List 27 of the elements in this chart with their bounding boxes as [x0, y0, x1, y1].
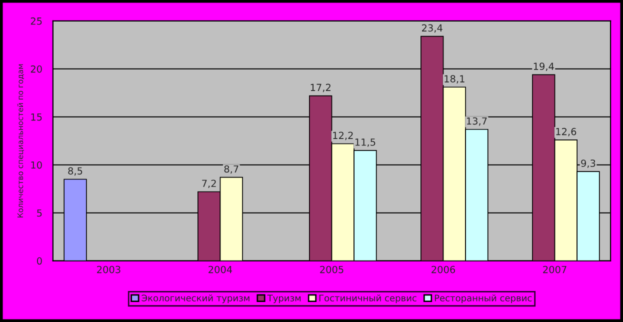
x-tick-label: 2007 [543, 266, 566, 274]
data-label: 18,1 [444, 75, 464, 84]
data-label: 9,3 [581, 160, 596, 168]
data-label: 12,6 [556, 128, 576, 136]
legend-label: Экологический туризм [142, 294, 250, 304]
legend-label: Туризм [267, 294, 301, 304]
y-tick-label: 20 [30, 65, 42, 73]
data-label: 7,2 [202, 180, 216, 188]
x-tick-label: 2003 [97, 266, 120, 274]
data-label: 13,7 [466, 117, 487, 126]
data-label: 12,2 [333, 132, 353, 140]
data-label: 23,4 [422, 24, 442, 33]
y-tick-label: 15 [31, 113, 42, 121]
y-tick-label: 5 [37, 209, 42, 217]
data-label: 8,7 [224, 165, 238, 174]
x-tick-label: 2005 [320, 266, 344, 274]
y-tick-label: 10 [31, 161, 42, 169]
x-tick-label: 2006 [432, 266, 456, 274]
data-label: 8,5 [68, 167, 82, 176]
legend-label: Ресторанный сервис [434, 294, 532, 304]
data-label: 11,5 [355, 138, 376, 147]
legend-label: Гостиничный сервис [319, 294, 416, 304]
x-tick-label: 2004 [208, 266, 232, 274]
y-tick-label: 0 [36, 257, 42, 265]
data-label: 17,2 [310, 84, 330, 92]
y-tick-label: 25 [30, 17, 42, 25]
data-label: 19,4 [534, 62, 554, 71]
